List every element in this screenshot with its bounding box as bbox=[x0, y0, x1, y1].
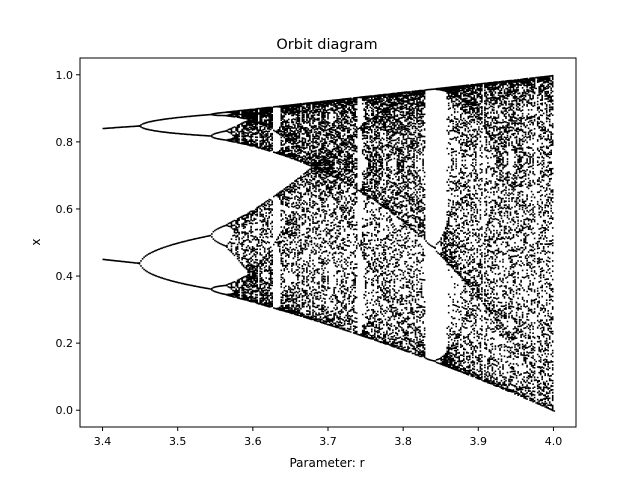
x-tick-label: 4.0 bbox=[545, 435, 563, 448]
chart-title: Orbit diagram bbox=[276, 37, 377, 53]
y-tick-label: 0.4 bbox=[56, 270, 74, 283]
orbit-point bbox=[102, 74, 556, 412]
x-tick-label: 3.9 bbox=[470, 435, 488, 448]
x-tick-label: 3.8 bbox=[394, 435, 412, 448]
x-tick-label: 3.7 bbox=[319, 435, 337, 448]
y-tick-label: 0.2 bbox=[56, 337, 74, 350]
y-axis: 0.0 0.2 0.4 0.6 0.8 1.0 bbox=[56, 69, 80, 417]
x-tick-label: 3.4 bbox=[94, 435, 112, 448]
x-tick-label: 3.5 bbox=[169, 435, 187, 448]
y-tick-label: 0.0 bbox=[56, 404, 74, 417]
x-tick-label: 3.6 bbox=[244, 435, 262, 448]
y-tick-label: 1.0 bbox=[56, 69, 74, 82]
y-tick-label: 0.8 bbox=[56, 136, 74, 149]
orbit-points bbox=[102, 74, 556, 412]
y-axis-label: x bbox=[29, 238, 43, 245]
x-axis: 3.4 3.5 3.6 3.7 3.8 3.9 4.0 bbox=[94, 427, 562, 448]
y-tick-label: 0.6 bbox=[56, 203, 74, 216]
x-axis-label: Parameter: r bbox=[289, 456, 364, 470]
